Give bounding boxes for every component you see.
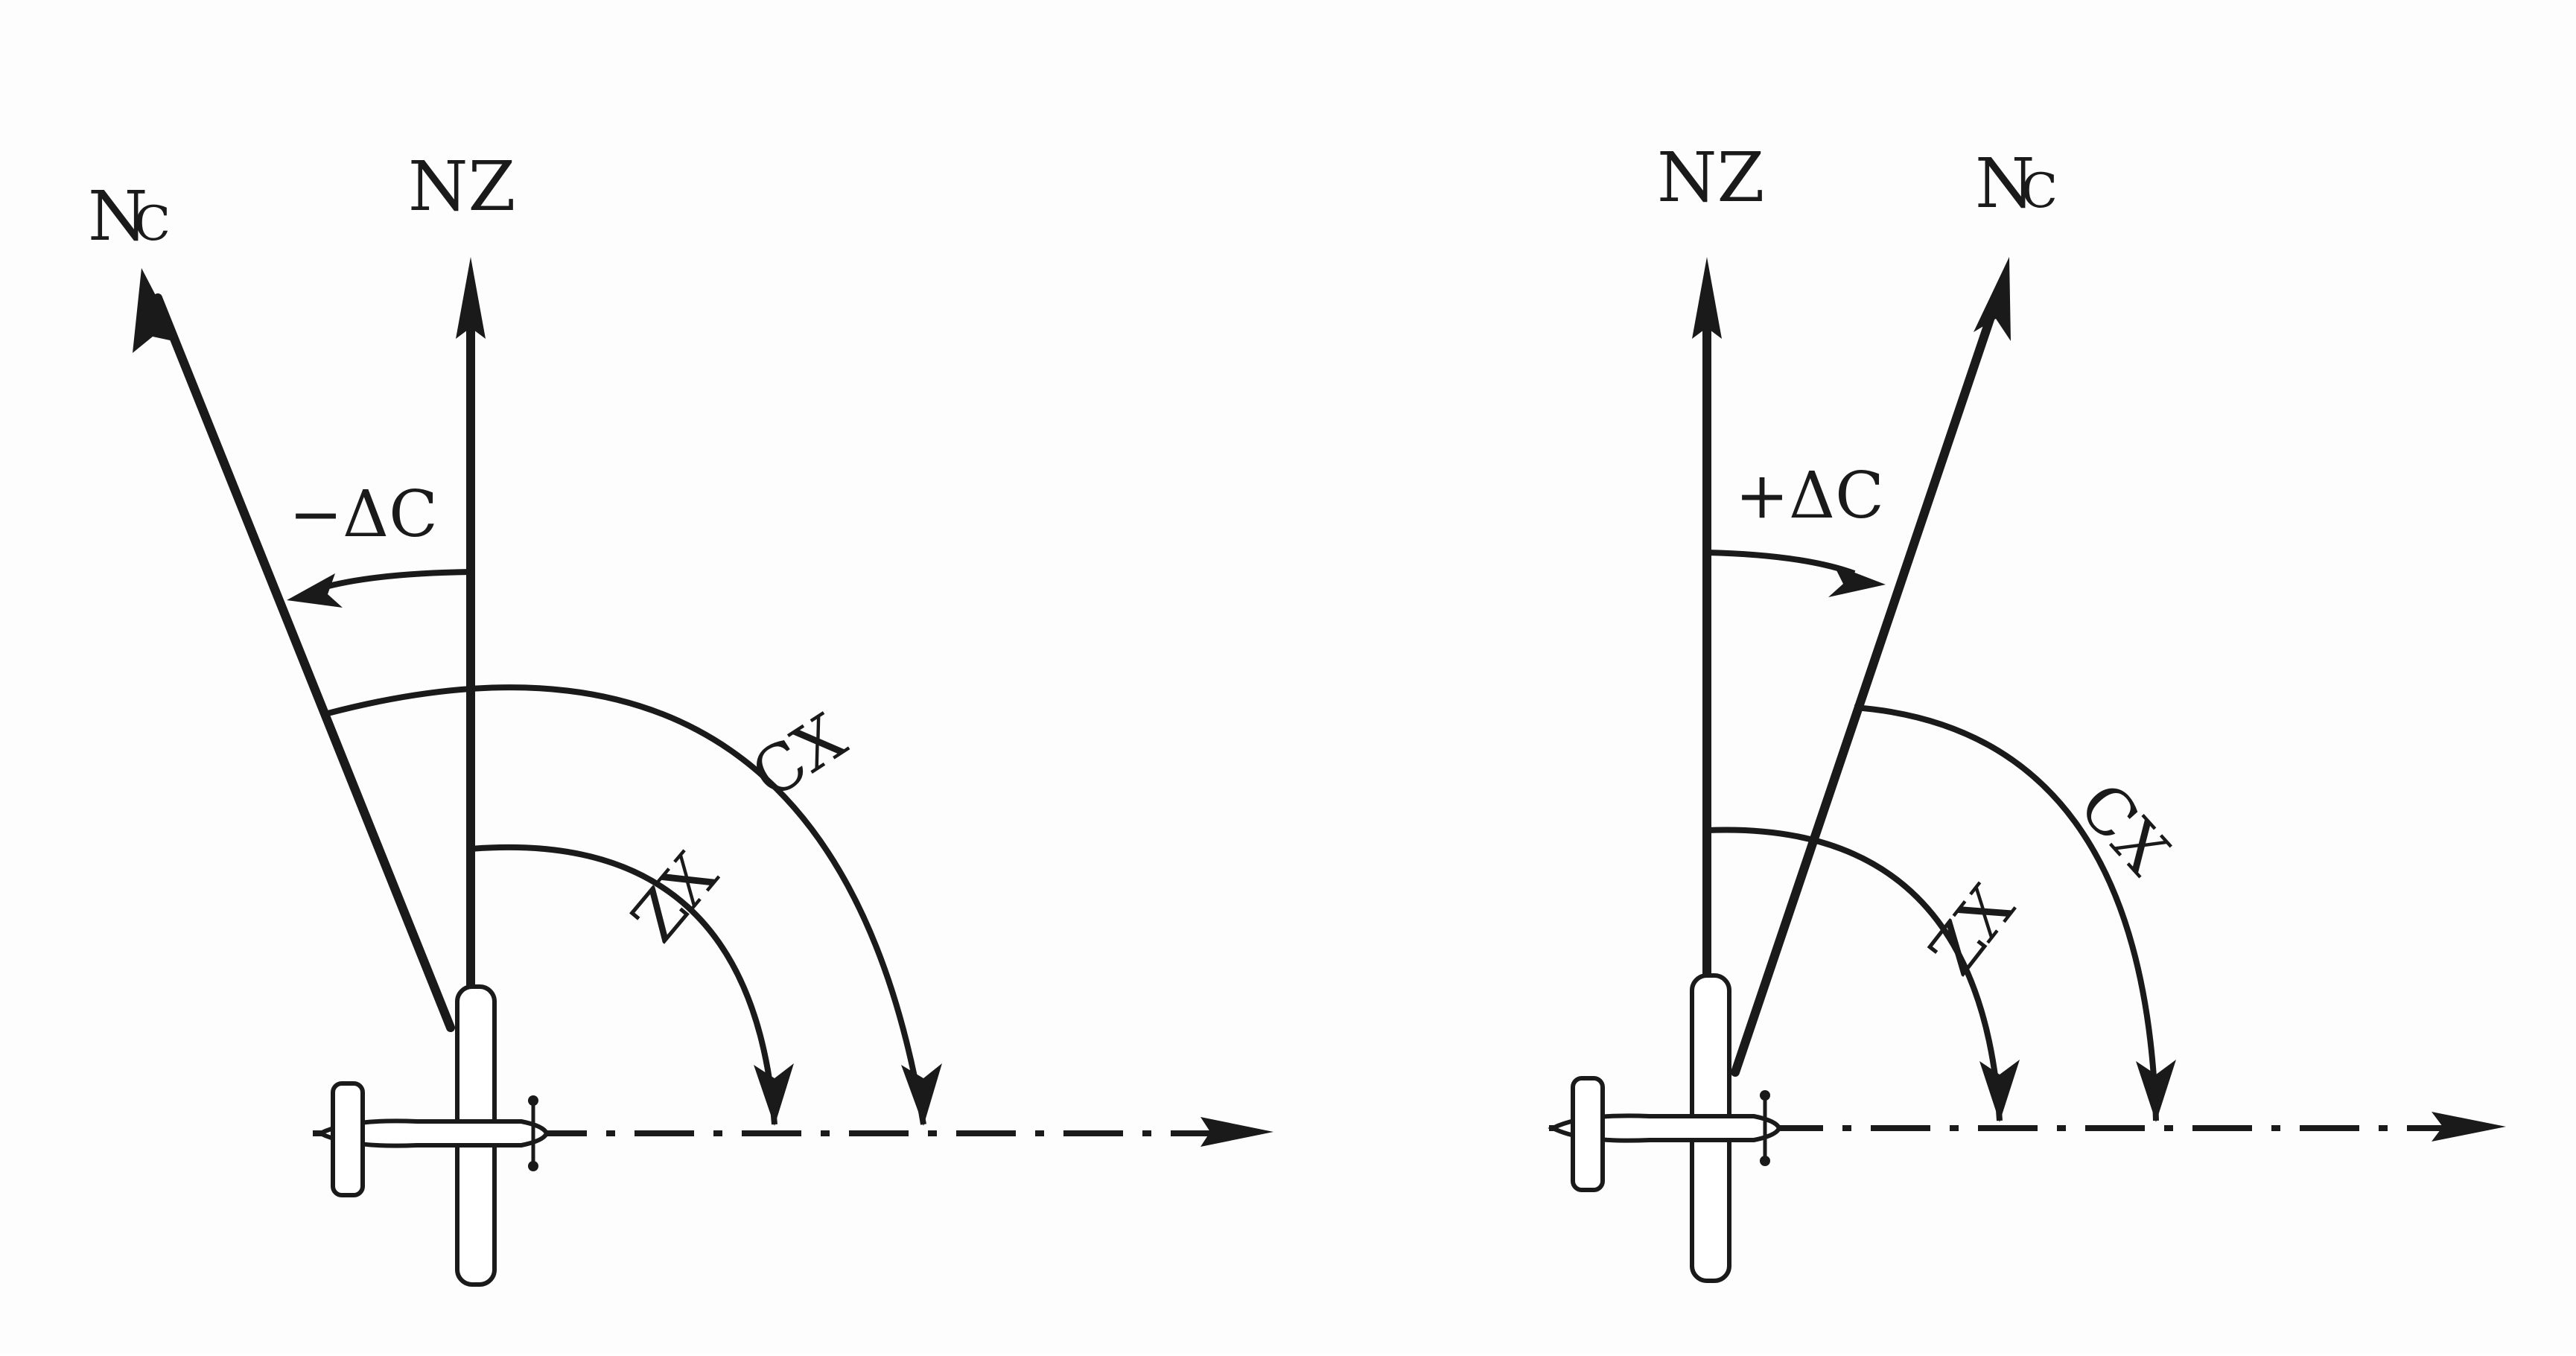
right-true-course-arrowhead	[1979, 1060, 2020, 1122]
right-deviation-arrowhead	[1828, 564, 1886, 597]
right-compass-course-arrowhead	[2136, 1060, 2176, 1122]
left-compass-north-arrowhead	[133, 268, 180, 353]
left-true-course-arrowhead	[754, 1063, 794, 1126]
right-compass-course-arc	[1854, 704, 2159, 1121]
left-compass-course-arc	[326, 684, 926, 1125]
left-deviation-label: −ΔC	[289, 477, 438, 552]
left-panel: NZ N C −ΔC CX ZX	[88, 147, 1273, 1287]
right-aircraft-icon	[1548, 973, 1782, 1283]
right-true-north-label: NZ	[1657, 138, 1764, 217]
right-true-course-arc	[1706, 827, 2003, 1121]
right-deviation-label: +ΔC	[1735, 459, 1884, 533]
left-compass-north-label: N	[88, 176, 148, 256]
right-compass-north-line	[1731, 308, 1997, 1077]
right-course-arrowhead	[2432, 1112, 2506, 1142]
left-deviation-arrowhead	[287, 573, 343, 608]
right-deviation-arc	[1706, 550, 1856, 576]
right-compass-north-arrowhead	[1974, 257, 2011, 341]
right-compass-north-subscript: C	[2021, 164, 2058, 219]
left-aircraft-icon	[315, 984, 550, 1287]
right-compass-course-label: CX	[2064, 769, 2183, 889]
left-compass-north-subscript: C	[134, 197, 171, 252]
left-true-north-arrowhead	[456, 257, 486, 339]
left-true-north-label: NZ	[408, 147, 515, 226]
left-compass-course-label: CX	[739, 700, 859, 814]
right-true-course-label: ZX	[1915, 872, 2029, 989]
left-deviation-arc	[319, 569, 471, 591]
right-compass-north-label: N	[1975, 144, 2035, 223]
left-compass-course-arrowhead	[901, 1063, 942, 1126]
left-course-arrowhead	[1200, 1117, 1273, 1147]
right-true-north-arrowhead	[1692, 257, 1722, 339]
left-true-course-arc	[470, 844, 777, 1125]
left-compass-north-line	[153, 293, 455, 1032]
right-panel: NZ N C +ΔC CX ZX	[1548, 138, 2506, 1283]
